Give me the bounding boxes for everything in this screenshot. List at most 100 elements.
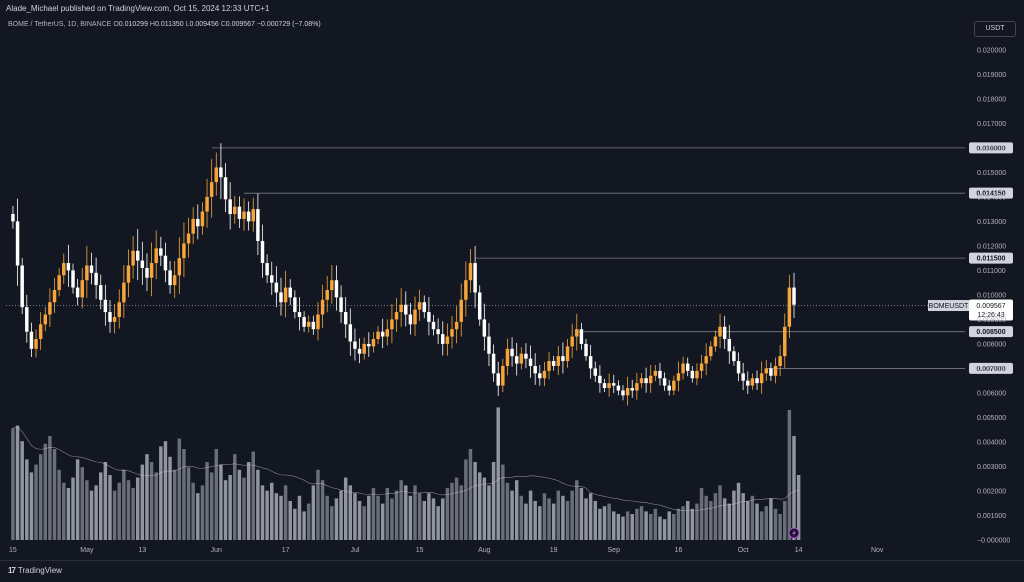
volume-bar bbox=[330, 506, 334, 540]
volume-bar bbox=[764, 506, 769, 540]
volume-bar bbox=[85, 480, 89, 540]
candle-body bbox=[722, 326, 727, 340]
volume-bar bbox=[625, 511, 630, 540]
volume-bar bbox=[233, 454, 237, 540]
y-tick-label: 0.014000 bbox=[977, 194, 1006, 201]
volume-bar bbox=[487, 485, 491, 540]
current-price-label: 0.009567 bbox=[976, 303, 1005, 310]
candle-body bbox=[385, 329, 390, 337]
currency-button[interactable]: USDT bbox=[974, 21, 1016, 37]
volume-bar bbox=[630, 514, 634, 540]
candle-body bbox=[538, 373, 542, 379]
volume-bar bbox=[746, 501, 750, 540]
volume-bar bbox=[228, 475, 232, 540]
candle-body bbox=[556, 356, 561, 366]
volume-bar bbox=[635, 508, 639, 540]
volume-bar bbox=[62, 482, 66, 540]
candle-body bbox=[672, 380, 676, 391]
candle-body bbox=[343, 312, 348, 325]
volume-bar bbox=[117, 482, 121, 540]
y-tick-label: 0.007000 bbox=[977, 366, 1006, 373]
symbol-tag-box bbox=[928, 300, 969, 312]
volume-bar bbox=[676, 508, 681, 540]
candle-body bbox=[75, 287, 80, 298]
candle-body bbox=[80, 280, 84, 298]
volume-bar bbox=[709, 501, 713, 540]
volume-bar bbox=[362, 506, 366, 540]
volume-bar bbox=[685, 501, 690, 540]
candle-body bbox=[219, 167, 223, 178]
volume-bar bbox=[251, 451, 255, 540]
y-tick-label: 0.015000 bbox=[977, 170, 1006, 177]
volume-bar bbox=[514, 480, 519, 540]
volume-bar bbox=[149, 462, 154, 540]
candle-body bbox=[34, 339, 38, 349]
volume-bar bbox=[778, 514, 782, 540]
level-label: 0.014150 bbox=[976, 191, 1005, 198]
volume-bar bbox=[473, 462, 477, 540]
candle-body bbox=[667, 385, 671, 391]
candle-body bbox=[154, 248, 158, 264]
volume-bar bbox=[385, 488, 390, 540]
volume-bar bbox=[177, 438, 182, 540]
candle-body bbox=[237, 206, 242, 219]
y-tick-label: 0.002000 bbox=[977, 488, 1006, 495]
volume-bar bbox=[15, 425, 20, 540]
candle-body bbox=[302, 316, 306, 327]
candle-body bbox=[778, 356, 782, 366]
candle-body bbox=[690, 370, 695, 379]
candle-body bbox=[501, 365, 505, 386]
volume-bar bbox=[570, 490, 574, 540]
footer-bar bbox=[0, 560, 1024, 582]
candle-body bbox=[242, 211, 246, 219]
candle-body bbox=[11, 214, 15, 222]
change-value: −0.000729 (−7.08%) bbox=[256, 21, 321, 28]
candle-body bbox=[122, 282, 126, 303]
volume-bar bbox=[237, 469, 242, 540]
candle-body bbox=[380, 331, 385, 337]
candle-body bbox=[496, 373, 500, 386]
candle-body bbox=[621, 390, 625, 396]
candle-body bbox=[473, 263, 477, 293]
candle-body bbox=[575, 329, 579, 337]
volume-bar bbox=[159, 446, 163, 540]
price-axis[interactable]: 0.020000 0.019000 0.018000 0.017000 0.016000… bbox=[977, 47, 1010, 544]
volume-bar bbox=[311, 485, 316, 540]
candle-body bbox=[62, 263, 66, 276]
candle-body bbox=[99, 285, 103, 300]
volume-bar bbox=[496, 407, 500, 540]
volume-bar bbox=[727, 503, 732, 540]
candle-body bbox=[297, 312, 302, 317]
lightning-icon bbox=[791, 529, 796, 537]
volume-bar bbox=[399, 480, 403, 540]
volume-bar bbox=[732, 490, 736, 540]
volume-bar bbox=[256, 469, 260, 540]
tradingview-logo[interactable]: 17 TradingView bbox=[8, 566, 62, 575]
volume-bar bbox=[662, 519, 667, 540]
time-axis[interactable]: 15 May 13 Jun 17 Jul 15 Aug 19 Sep 16 Oct 14 Nov bbox=[9, 527, 884, 554]
candle-body bbox=[126, 265, 131, 283]
candle-body bbox=[431, 321, 436, 330]
candle-body bbox=[288, 287, 292, 298]
candle-body bbox=[71, 270, 75, 288]
candle-body bbox=[704, 356, 708, 364]
volume-bar bbox=[172, 469, 177, 540]
candle-body bbox=[367, 343, 371, 347]
candle-body bbox=[454, 321, 459, 330]
volume-bar bbox=[524, 503, 528, 540]
candle-body bbox=[89, 265, 94, 273]
volume-bar bbox=[561, 495, 565, 540]
candle-body bbox=[616, 385, 621, 391]
candle-body bbox=[413, 309, 417, 325]
candle-body bbox=[422, 302, 426, 313]
volume-bar bbox=[658, 516, 662, 540]
x-tick-label: Sep bbox=[608, 547, 621, 554]
volume-bar bbox=[681, 506, 685, 540]
candle-body bbox=[718, 326, 722, 337]
symbol-title[interactable]: BOME / TetherUS, 1D, BINANCE bbox=[8, 21, 112, 28]
candle-body bbox=[533, 365, 537, 374]
candle-body bbox=[450, 329, 454, 337]
candle-body bbox=[320, 299, 325, 315]
volume-bar bbox=[773, 508, 778, 540]
